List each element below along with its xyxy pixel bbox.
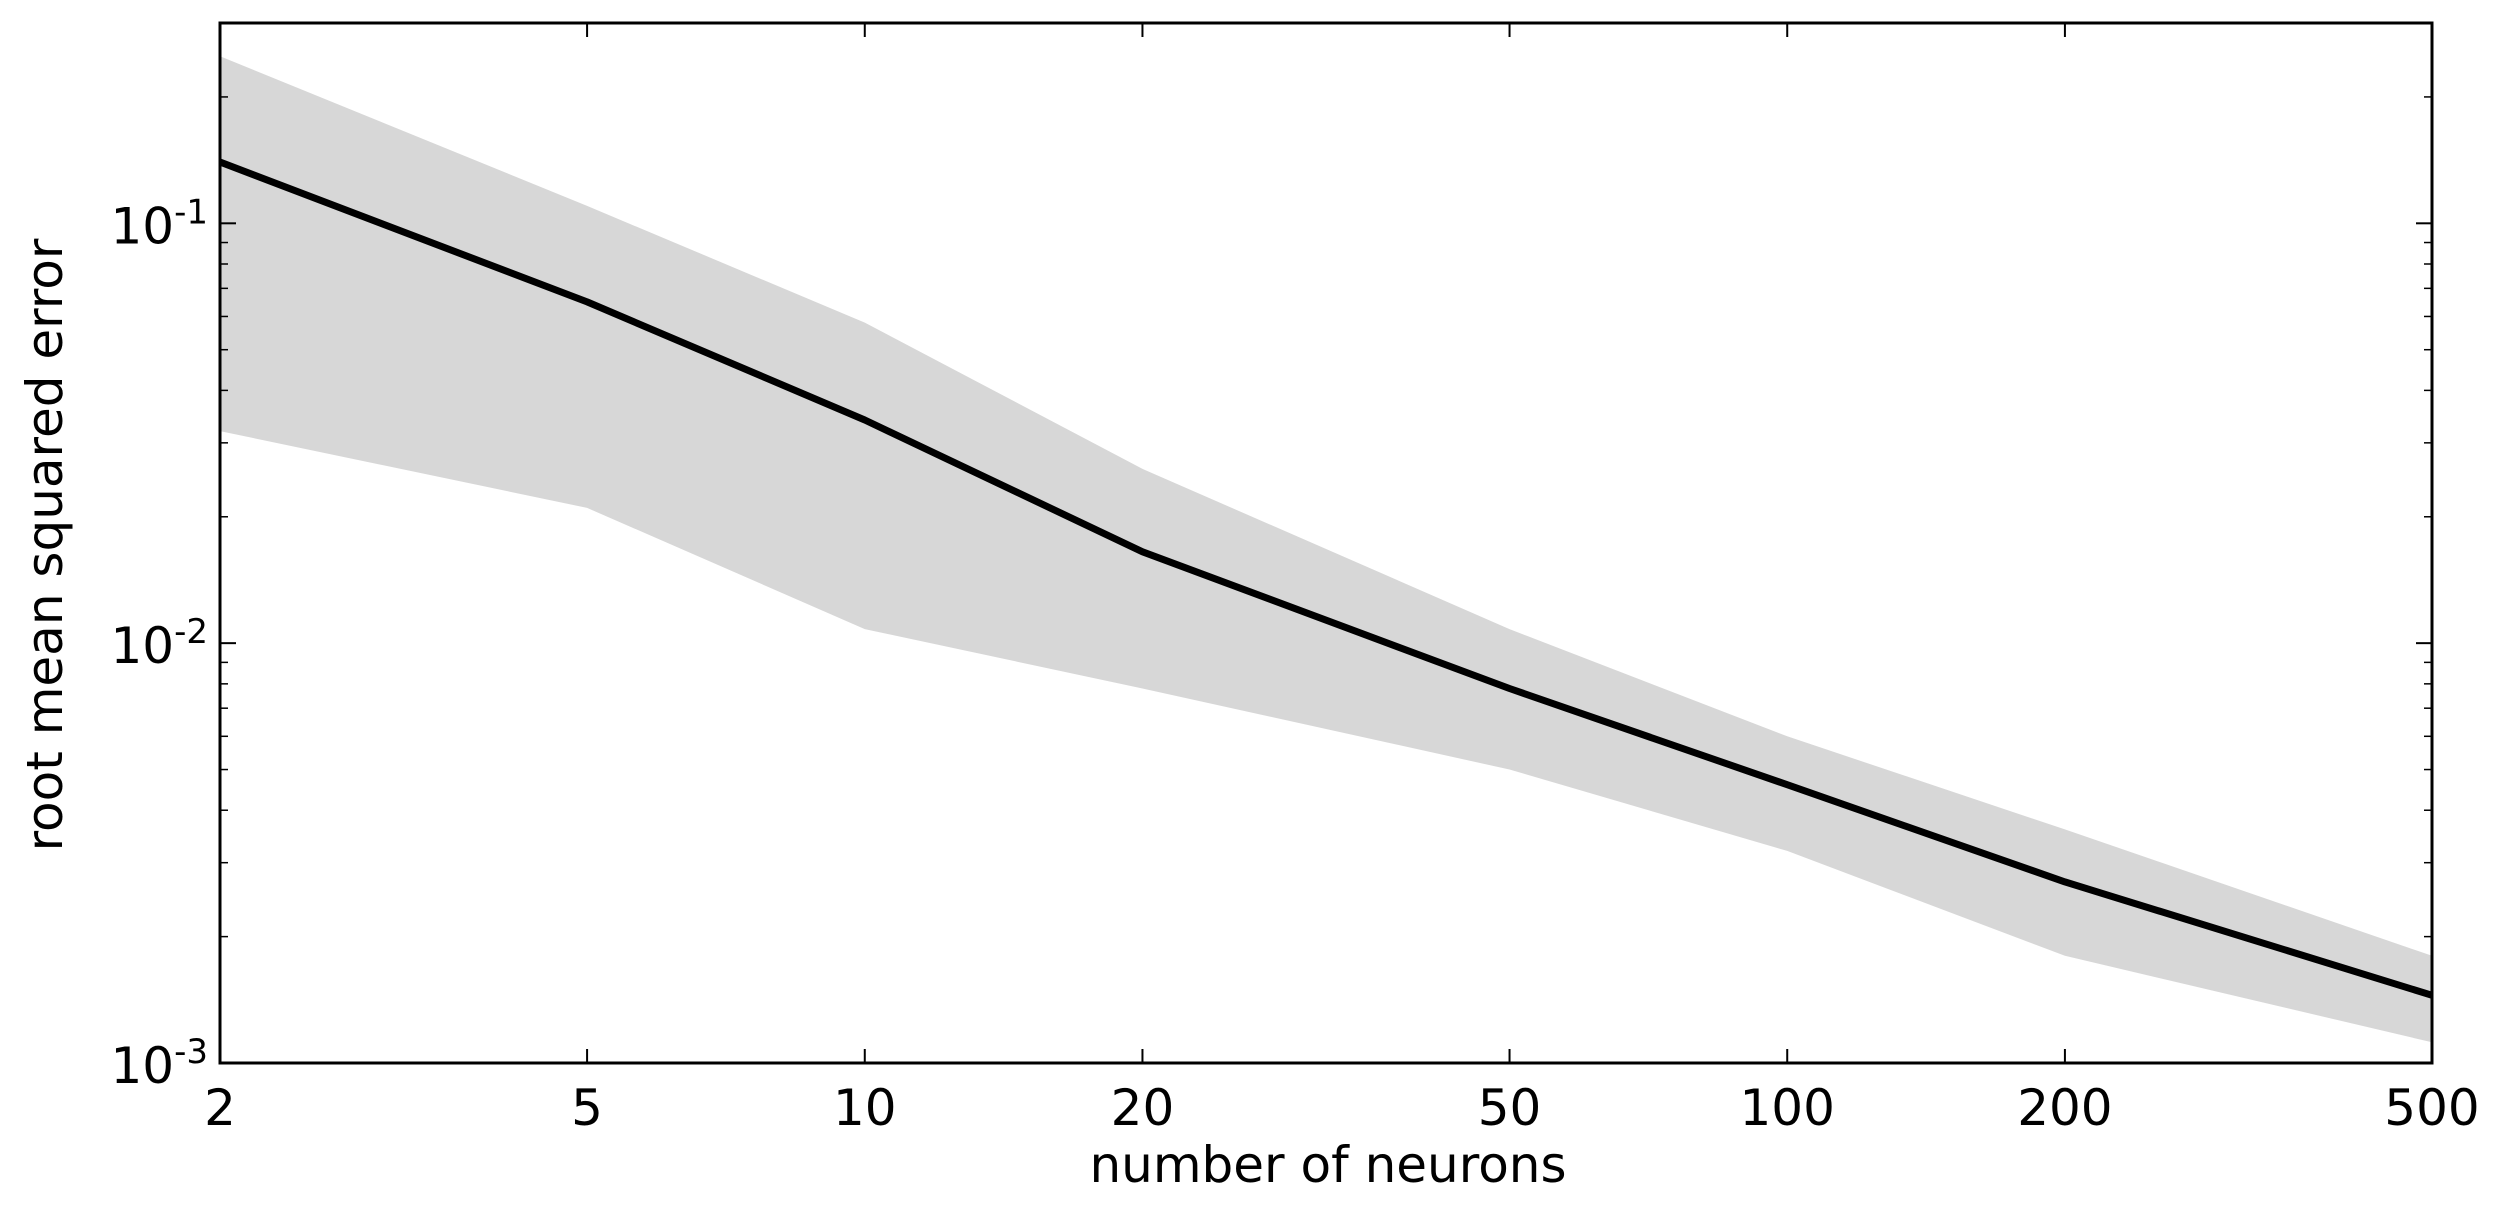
y-tick-label-base: 10 [110, 197, 174, 255]
x-axis-title: number of neurons [1089, 1136, 1566, 1194]
x-tick-label: 500 [2384, 1079, 2479, 1137]
error-band [220, 56, 2432, 1043]
y-tick-label-exponent: -2 [174, 612, 208, 652]
series-line-0 [220, 158, 2432, 999]
x-tick-label: 10 [833, 1079, 897, 1137]
x-tick-label: 2 [204, 1079, 236, 1137]
y-tick-label: 10-2 [110, 612, 208, 675]
plot-content [220, 56, 2432, 1043]
plot-frame [218, 21, 2434, 1065]
y-tick-label: 10-1 [110, 192, 208, 255]
y-tick-label-exponent: -1 [174, 192, 208, 232]
y-tick-label-base: 10 [110, 617, 174, 675]
y-tick-label: 10-3 [110, 1032, 208, 1095]
x-tick-label: 100 [1740, 1079, 1835, 1137]
plot-area [220, 56, 2432, 1043]
x-tick-label: 50 [1478, 1079, 1542, 1137]
x-tick-label: 200 [2017, 1079, 2112, 1137]
y-tick-label-exponent: -3 [174, 1032, 208, 1072]
x-tick-label: 5 [571, 1079, 603, 1137]
y-axis-title: root mean squared error [16, 238, 74, 851]
y-tick-label-base: 10 [110, 1037, 174, 1095]
x-tick-label: 20 [1111, 1079, 1175, 1137]
